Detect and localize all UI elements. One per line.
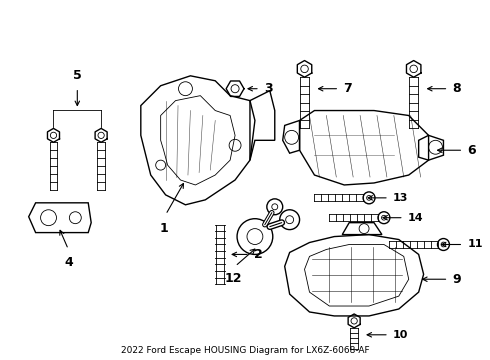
Text: 6: 6: [467, 144, 476, 157]
Text: 8: 8: [452, 82, 461, 95]
Text: 4: 4: [64, 256, 73, 269]
Text: 2022 Ford Escape HOUSING Diagram for LX6Z-6068-AF: 2022 Ford Escape HOUSING Diagram for LX6…: [121, 346, 369, 355]
Text: 2: 2: [254, 248, 263, 261]
Text: 5: 5: [73, 69, 82, 82]
Text: 13: 13: [393, 193, 408, 203]
Text: 14: 14: [408, 213, 423, 223]
Text: 3: 3: [264, 82, 272, 95]
Text: 7: 7: [343, 82, 352, 95]
Text: 1: 1: [159, 222, 168, 235]
Text: 10: 10: [393, 330, 408, 340]
Text: 12: 12: [224, 272, 242, 285]
Text: 11: 11: [467, 239, 483, 249]
Text: 9: 9: [452, 273, 461, 286]
